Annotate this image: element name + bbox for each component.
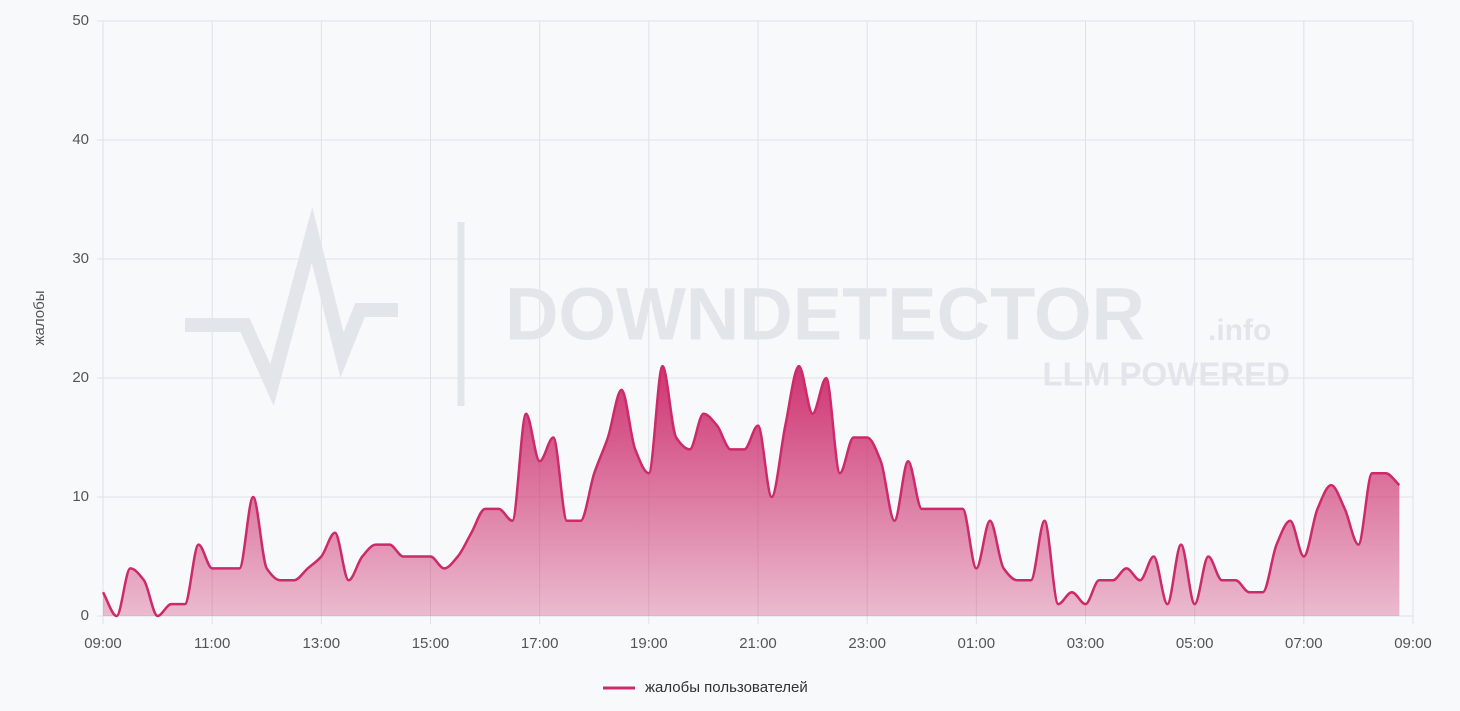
y-tick-label: 10 <box>72 488 89 505</box>
y-tick-label: 50 <box>72 12 89 29</box>
x-tick-label: 07:00 <box>1285 635 1323 652</box>
y-tick-label: 20 <box>72 369 89 386</box>
watermark-brand: DOWNDETECTOR <box>505 273 1145 356</box>
x-tick-label: 17:00 <box>521 635 559 652</box>
x-tick-label: 05:00 <box>1176 635 1214 652</box>
line <box>101 364 1401 618</box>
x-tick-label: 11:00 <box>194 635 230 652</box>
watermark-logo <box>185 207 398 406</box>
legend: жалобы пользователей <box>603 679 808 696</box>
y-tick-label: 40 <box>72 131 89 148</box>
x-tick-label: 21:00 <box>739 635 777 652</box>
x-tick-label: 13:00 <box>303 635 341 652</box>
x-tick-label: 15:00 <box>412 635 450 652</box>
x-tick-label: 19:00 <box>630 635 668 652</box>
x-tick-label: 09:00 <box>84 635 122 652</box>
x-tick-label: 23:00 <box>848 635 886 652</box>
plot <box>101 364 1401 618</box>
watermark-tagline: LLM POWERED <box>1043 356 1290 393</box>
legend-label: жалобы пользователей <box>645 679 808 696</box>
x-tick-label: 03:00 <box>1067 635 1105 652</box>
watermark-suffix: .info <box>1208 314 1271 347</box>
y-tick-label: 30 <box>72 250 89 267</box>
y-axis-label: жалобы <box>31 290 48 345</box>
x-tick-label: 09:00 <box>1394 635 1432 652</box>
x-tick-label: 01:00 <box>958 635 996 652</box>
watermark: DOWNDETECTOR .info LLM POWERED <box>185 207 1290 406</box>
area <box>103 366 1400 616</box>
y-tick-label: 0 <box>81 607 89 624</box>
